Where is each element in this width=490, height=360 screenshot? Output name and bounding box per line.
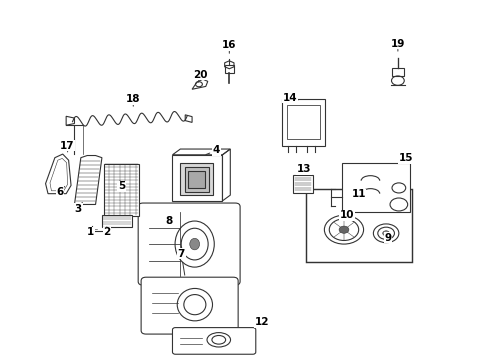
Text: 1: 1 [87,227,94,237]
Circle shape [339,226,349,233]
Text: 5: 5 [118,181,125,192]
Text: 18: 18 [126,94,141,106]
Text: 19: 19 [391,39,405,51]
Text: 15: 15 [398,153,413,163]
Bar [282,99,325,146]
Text: 17: 17 [60,141,75,152]
Circle shape [383,231,390,236]
FancyBboxPatch shape [141,277,238,334]
Bar [287,105,320,139]
Bar [172,155,222,201]
Text: 12: 12 [255,317,270,328]
Text: 3: 3 [75,202,82,214]
Bar [392,68,404,76]
FancyBboxPatch shape [138,203,240,285]
Bar [104,164,139,216]
Text: 20: 20 [193,70,207,82]
Bar [180,163,213,195]
Text: 2: 2 [103,227,110,237]
Text: 6: 6 [56,186,65,197]
Ellipse shape [190,238,199,250]
Bar [293,175,313,193]
Bar [185,167,209,192]
Bar [225,65,234,73]
Text: 4: 4 [206,145,220,156]
Bar [102,215,132,227]
Text: 8: 8 [166,216,172,226]
Bar [306,189,412,262]
Bar [188,171,205,188]
FancyBboxPatch shape [172,328,256,354]
Text: 16: 16 [222,40,237,53]
Text: 11: 11 [351,189,366,199]
Bar [342,163,410,212]
Text: 14: 14 [283,93,298,103]
Text: 7: 7 [177,249,185,275]
Text: 9: 9 [385,232,392,243]
Text: 13: 13 [296,164,311,175]
Text: 10: 10 [340,210,354,220]
